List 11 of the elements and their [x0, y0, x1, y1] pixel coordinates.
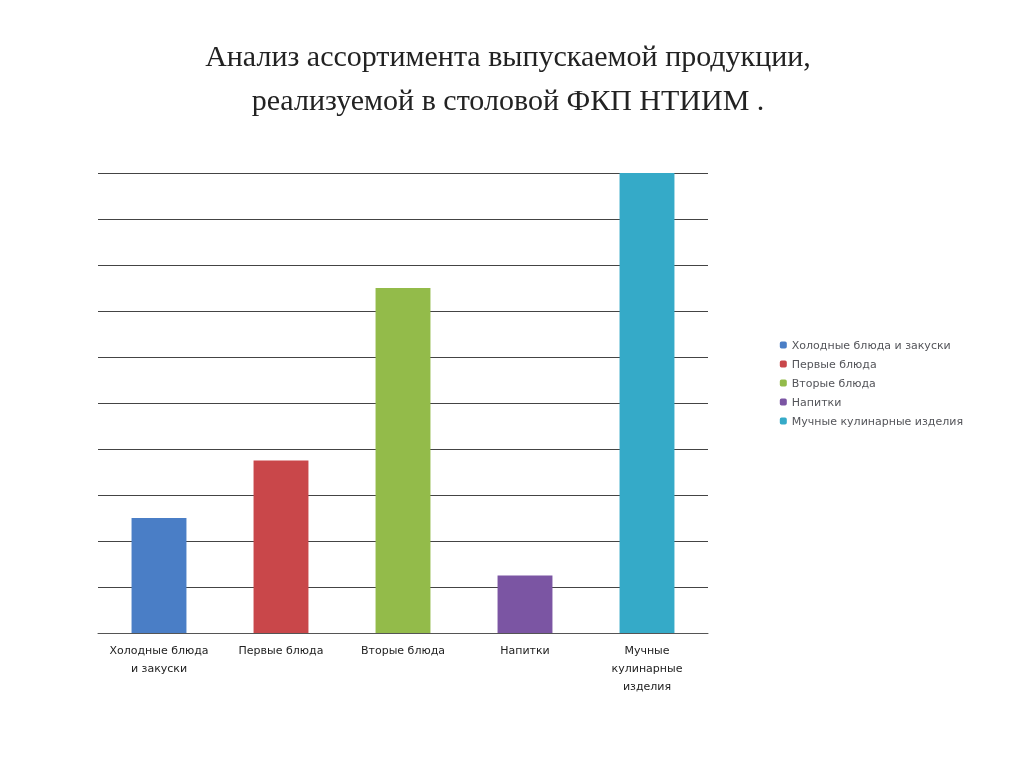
legend-label: Вторые блюда: [791, 376, 876, 390]
x-tick-label: Холодные блюда и закуски: [109, 643, 209, 675]
legend-label: Первые блюда: [791, 357, 877, 371]
x-tick-label: Вторые блюда: [360, 643, 446, 657]
x-tick-label: Мучные кулинарные изделия: [611, 643, 683, 693]
legend-label: Мучные кулинарные изделия: [791, 414, 963, 428]
legend-label: Холодные блюда и закуски: [791, 338, 951, 352]
legend-label: Напитки: [791, 395, 842, 409]
x-tick-label: Первые блюда: [238, 643, 324, 657]
x-tick-label: Напитки: [500, 643, 550, 657]
chart-title: Анализ ассортимента выпускаемой продукции, реализуемой в столовой ФКП НТИИМ .: [205, 38, 811, 116]
